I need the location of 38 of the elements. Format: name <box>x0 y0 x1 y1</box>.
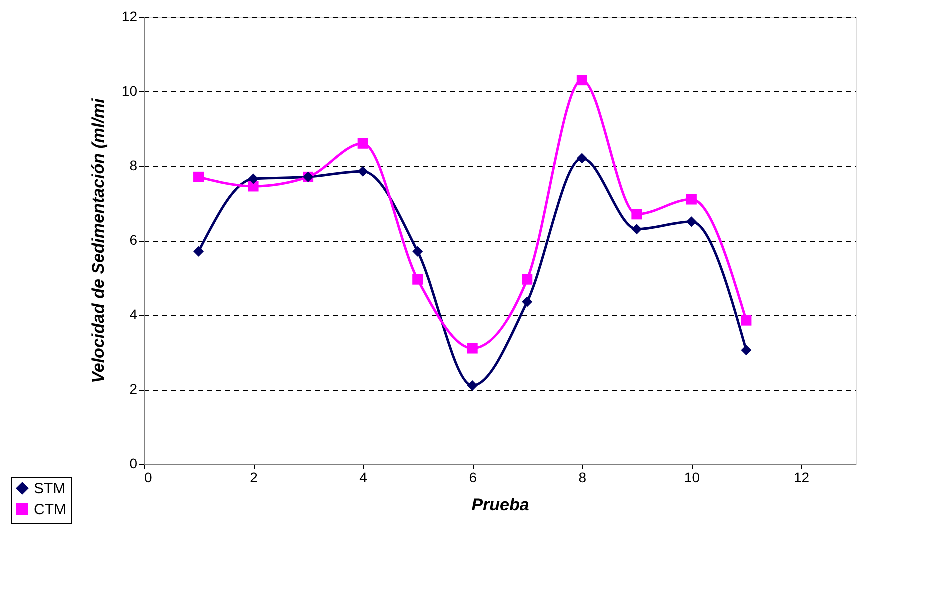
point <box>194 246 204 257</box>
y-tick-label: 2 <box>130 381 138 397</box>
point <box>576 153 588 164</box>
point <box>741 345 752 356</box>
point <box>358 138 368 149</box>
point <box>194 172 204 182</box>
y-tick-label: 4 <box>130 306 138 322</box>
x-tick-label: 6 <box>469 470 478 486</box>
x-tick-label: 0 <box>144 470 152 486</box>
x-tick-label: 4 <box>360 470 368 486</box>
x-tick-label: 10 <box>684 470 700 486</box>
point <box>522 274 533 285</box>
y-tick-label: 8 <box>130 158 138 174</box>
x-tick-label: 8 <box>578 470 587 486</box>
point <box>522 296 533 308</box>
point <box>248 181 259 192</box>
point <box>632 224 642 235</box>
y-tick-label: 10 <box>122 83 138 99</box>
point <box>741 315 752 326</box>
point <box>467 343 478 354</box>
point <box>412 274 424 285</box>
point <box>358 166 368 177</box>
point <box>248 174 259 184</box>
point <box>632 209 642 220</box>
x-tick-label: 12 <box>794 470 810 486</box>
legend-label: STM <box>34 480 66 498</box>
point <box>467 380 478 392</box>
x-tick-label: 2 <box>250 470 258 486</box>
x-axis-title: Prueba <box>472 496 530 514</box>
y-tick-label: 0 <box>130 456 138 472</box>
y-tick-label: 12 <box>122 8 138 24</box>
point <box>686 194 697 205</box>
legend-label: CTM <box>34 502 66 518</box>
point <box>412 246 424 257</box>
y-axis-title: Velocidad de Sedimentación (ml/mi <box>88 97 108 384</box>
point <box>686 216 697 228</box>
point <box>576 75 588 86</box>
y-tick-label: 6 <box>130 232 138 248</box>
